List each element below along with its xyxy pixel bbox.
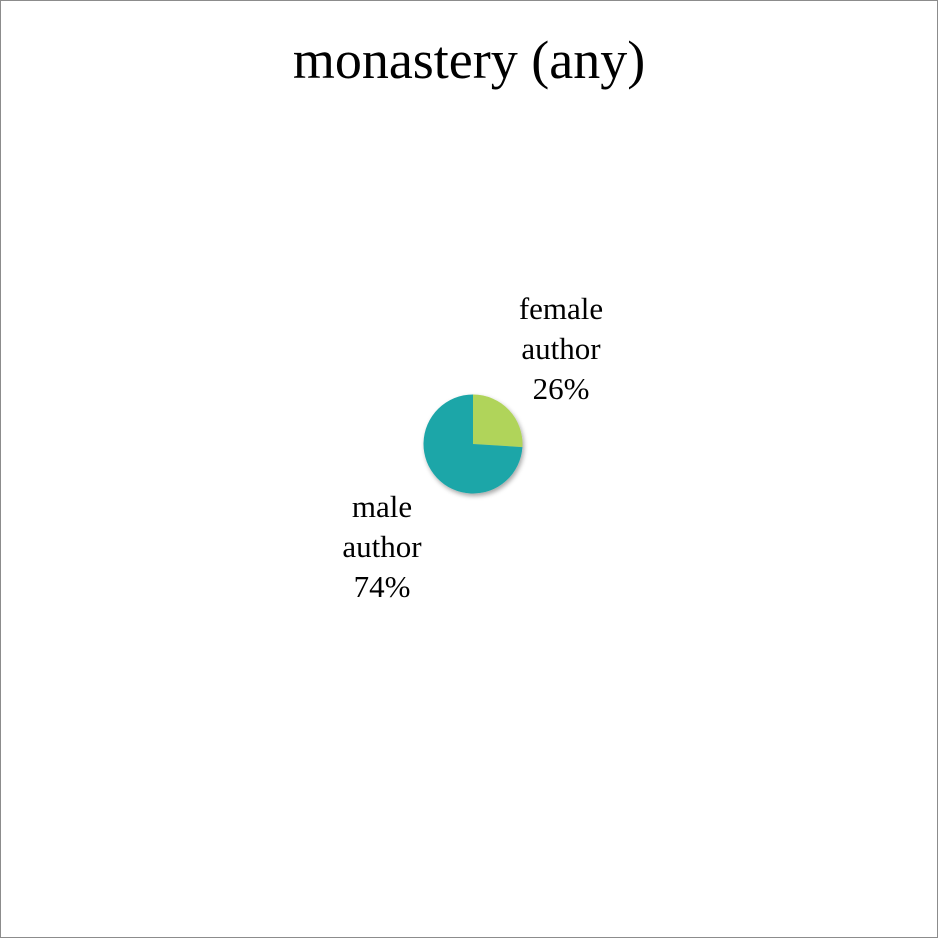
slice-label-female-line2: author: [521, 331, 601, 366]
pie-slice-female: [473, 394, 523, 448]
slice-label-female-line1: female: [518, 291, 604, 326]
chart-title: monastery (any): [292, 30, 646, 90]
slice-label-male-line2: author: [342, 529, 422, 564]
slice-label-male: male author 74%: [302, 487, 462, 607]
slice-label-female-percent: 26%: [532, 371, 590, 406]
pie-slice-male: [423, 394, 523, 494]
slice-label-female: female author 26%: [481, 289, 641, 409]
slice-label-male-percent: 74%: [353, 569, 411, 604]
slice-label-male-line1: male: [351, 489, 413, 524]
